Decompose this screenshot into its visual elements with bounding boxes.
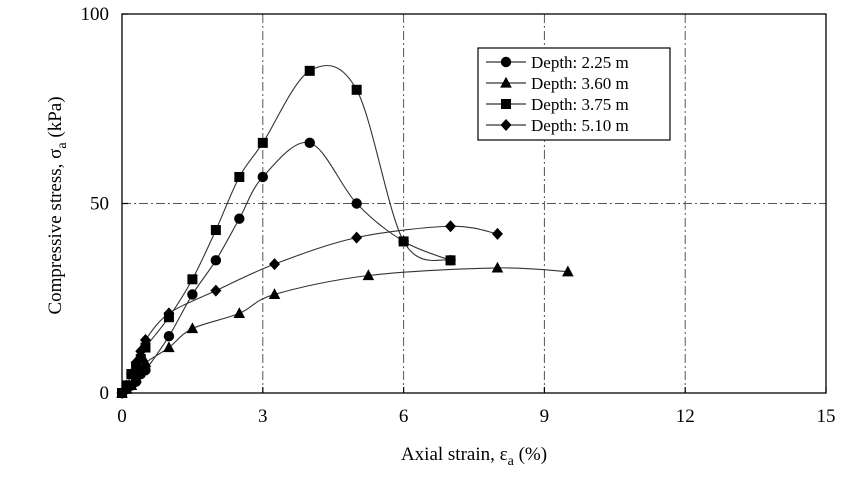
data-point-square bbox=[398, 236, 409, 247]
legend-marker-square bbox=[501, 99, 511, 109]
data-point-diamond bbox=[491, 227, 503, 240]
legend-marker-diamond bbox=[500, 119, 512, 131]
data-point-circle bbox=[351, 198, 362, 209]
data-point-square bbox=[304, 65, 315, 76]
x-tick-label: 6 bbox=[399, 406, 409, 427]
x-tick-label: 9 bbox=[540, 406, 550, 427]
x-axis-title: Axial strain, εa (%) bbox=[401, 444, 547, 469]
y-tick-label: 50 bbox=[90, 194, 109, 215]
x-axis-title-subscript: a bbox=[508, 454, 515, 469]
data-point-diamond bbox=[130, 356, 142, 369]
data-point-circle bbox=[187, 289, 198, 300]
y-tick-label: 100 bbox=[81, 4, 110, 25]
data-point-diamond bbox=[269, 258, 281, 271]
data-point-triangle bbox=[491, 261, 504, 273]
data-point-triangle bbox=[233, 307, 246, 319]
data-point-diamond bbox=[351, 231, 363, 244]
x-axis-title-main: Axial strain, ε bbox=[401, 444, 508, 465]
data-point-circle bbox=[304, 137, 315, 149]
data-point-diamond bbox=[135, 345, 147, 358]
y-axis-title: Compressive stress, σa (kPa) bbox=[45, 96, 70, 314]
data-point-diamond bbox=[139, 333, 151, 346]
data-point-circle bbox=[210, 255, 222, 266]
grid-lines bbox=[122, 14, 826, 393]
y-axis-title-subscript: a bbox=[55, 142, 70, 149]
y-axis-title-unit: (kPa) bbox=[45, 96, 66, 142]
legend-marker-triangle bbox=[500, 76, 512, 88]
data-point-square bbox=[351, 84, 362, 95]
data-point-triangle bbox=[362, 269, 375, 281]
data-point-diamond bbox=[125, 368, 137, 381]
x-tick-label: 3 bbox=[258, 406, 268, 427]
x-tick-label: 0 bbox=[117, 406, 127, 427]
data-point-square bbox=[445, 255, 456, 266]
x-axis-title-unit: (%) bbox=[514, 444, 547, 465]
data-point-square bbox=[210, 225, 221, 236]
data-point-diamond bbox=[445, 220, 457, 233]
data-point-square bbox=[140, 342, 151, 353]
data-point-triangle bbox=[562, 265, 574, 277]
y-tick-label: 0 bbox=[100, 383, 110, 404]
data-point-triangle bbox=[163, 341, 175, 353]
y-axis-title-main: Compressive stress, σ bbox=[45, 149, 66, 315]
data-point-circle bbox=[163, 330, 175, 342]
x-tick-label: 12 bbox=[676, 406, 695, 427]
legend-entry-label: Depth: 3.75 m bbox=[531, 95, 629, 114]
data-point-square bbox=[187, 274, 198, 285]
data-point-triangle bbox=[186, 322, 199, 334]
data-point-diamond bbox=[121, 379, 133, 392]
legend-entry-label: Depth: 2.25 m bbox=[531, 53, 629, 72]
data-point-square bbox=[135, 353, 146, 364]
data-point-diamond bbox=[210, 284, 222, 297]
legend-entry-label: Depth: 3.60 m bbox=[531, 74, 629, 93]
legend: Depth: 2.25 m Depth: 3.60 m Depth: 3.75 m D… bbox=[477, 47, 671, 141]
data-point-circle bbox=[234, 213, 245, 224]
data-point-square bbox=[234, 171, 245, 182]
axis-ticks: 0 3 6 9 12 15 0 50 100 bbox=[81, 4, 836, 427]
legend-entry-label: Depth: 5.10 m bbox=[531, 116, 629, 135]
data-point-square bbox=[257, 137, 268, 148]
data-point-diamond bbox=[163, 307, 175, 320]
data-point-circle bbox=[257, 171, 268, 183]
data-point-triangle bbox=[268, 288, 281, 300]
legend-marker-circle bbox=[500, 56, 512, 68]
x-tick-label: 15 bbox=[817, 406, 836, 427]
